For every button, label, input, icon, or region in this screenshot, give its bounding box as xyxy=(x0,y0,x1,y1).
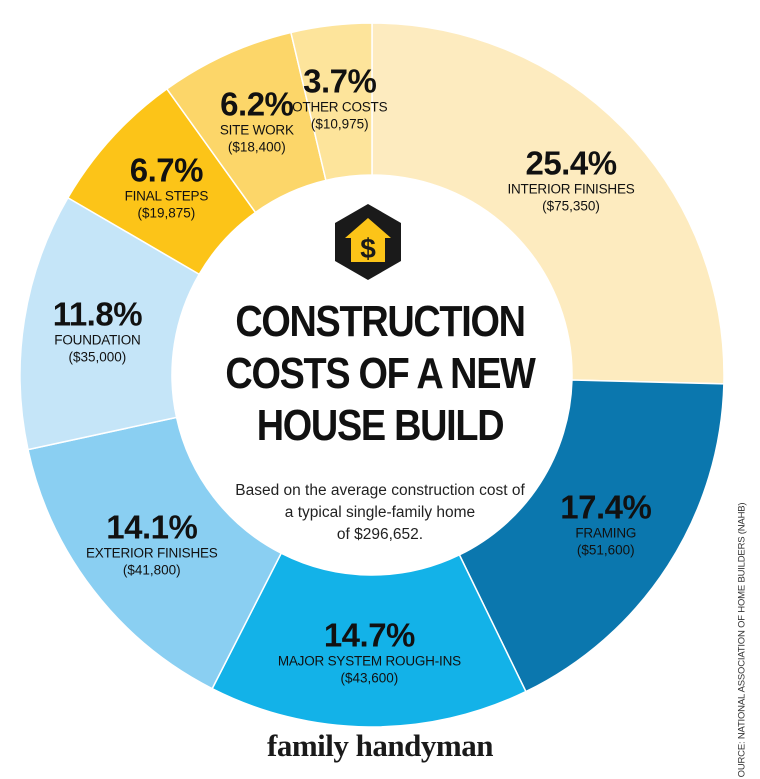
slice-amount: ($51,600) xyxy=(576,542,635,558)
slice-percent: 14.7% xyxy=(323,616,416,654)
slice-percent: 6.7% xyxy=(129,151,204,189)
slice-label: 17.4% FRAMING ($51,600) xyxy=(560,488,652,560)
slice-label: 25.4% INTERIOR FINISHES ($75,350) xyxy=(507,146,634,215)
subtitle-line: of $296,652. xyxy=(336,526,424,543)
house-dollar-icon: $ xyxy=(335,204,401,280)
slice-amount: ($19,875) xyxy=(137,205,196,221)
title-line: HOUSE BUILD xyxy=(256,401,505,450)
slice-percent: 14.1% xyxy=(106,508,198,546)
slice-name: SITE WORK xyxy=(219,122,294,138)
slice-label: 6.7% FINAL STEPS ($19,875) xyxy=(125,153,209,222)
slice-label: 3.7% OTHER COSTS ($10,975) xyxy=(292,62,388,133)
slice-percent: 25.4% xyxy=(525,144,617,182)
slice-name: FOUNDATION xyxy=(54,332,141,347)
slice-percent: 17.4% xyxy=(560,488,652,526)
slice-amount: ($10,975) xyxy=(310,116,369,132)
subtitle-line: Based on the average construction cost o… xyxy=(235,482,525,499)
subtitle-line: a typical single-family home xyxy=(284,504,476,521)
chart-title: CONSTRUCTION COSTS OF A NEW HOUSE BUILD xyxy=(208,296,552,452)
slice-percent: 3.7% xyxy=(303,62,377,100)
slice-name: FINAL STEPS xyxy=(124,188,209,204)
slice-amount: ($35,000) xyxy=(68,349,127,364)
slice-name: MAJOR SYSTEM ROUGH-INS xyxy=(277,653,461,669)
slice-label: 14.7% MAJOR SYSTEM ROUGH-INS ($43,600) xyxy=(278,618,461,687)
slice-label: 11.8% FOUNDATION ($35,000) xyxy=(52,295,143,366)
slice-amount: ($41,800) xyxy=(122,562,181,578)
slice-percent: 11.8% xyxy=(52,295,143,332)
slice-label: 6.2% SITE WORK ($18,400) xyxy=(220,87,294,156)
slice-amount: ($75,350) xyxy=(542,198,600,214)
title-line: COSTS OF A NEW xyxy=(225,349,535,398)
brand-logo: family handyman xyxy=(267,728,493,763)
slice-name: OTHER COSTS xyxy=(292,99,388,115)
slice-label: 14.1% EXTERIOR FINISHES ($41,800) xyxy=(86,510,218,579)
dollar-glyph: $ xyxy=(360,233,376,264)
slice-name: FRAMING xyxy=(575,525,637,541)
slice-percent: 6.2% xyxy=(220,85,294,123)
slice-name: EXTERIOR FINISHES xyxy=(85,545,218,561)
slices-group xyxy=(19,22,725,728)
chart-subtitle: Based on the average construction cost o… xyxy=(200,480,560,546)
donut-hole xyxy=(172,175,572,575)
slice-amount: ($43,600) xyxy=(340,670,399,686)
title-line: CONSTRUCTION xyxy=(235,297,526,346)
slice-amount: ($18,400) xyxy=(227,139,286,155)
slice-name: INTERIOR FINISHES xyxy=(507,181,635,197)
